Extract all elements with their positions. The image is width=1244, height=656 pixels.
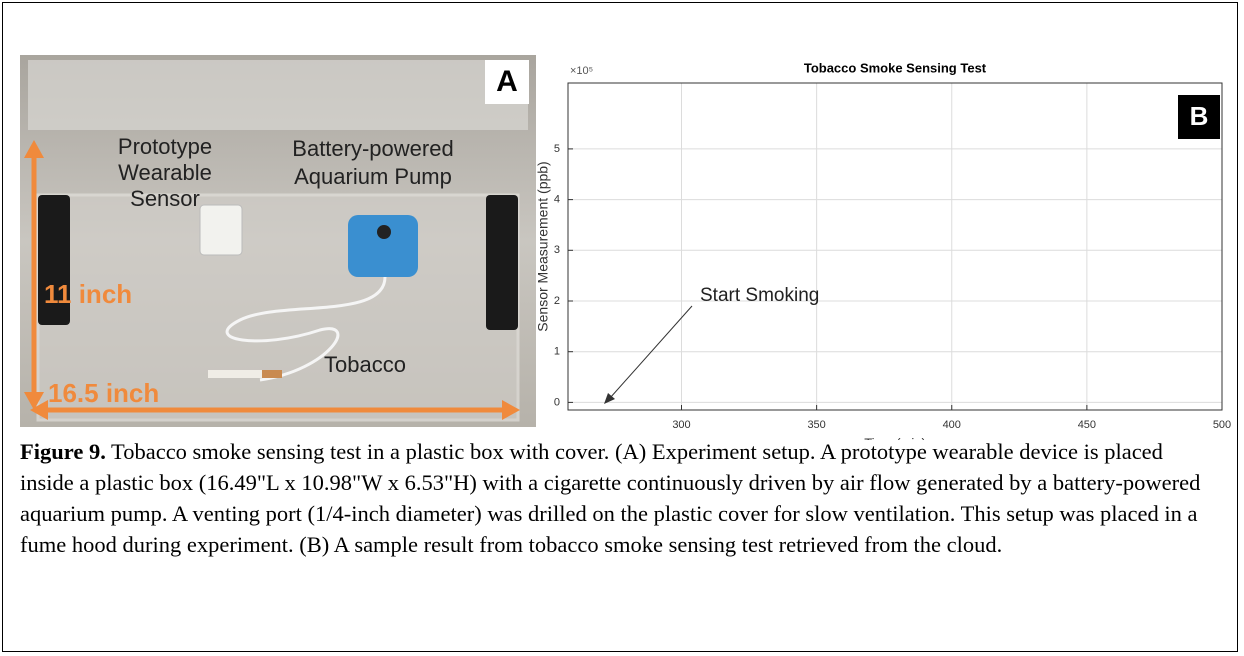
tobacco-label: Tobacco	[324, 352, 406, 377]
y-tick-label: 4	[554, 194, 560, 206]
annotation: Start Smoking	[700, 285, 819, 306]
page: {"panel_a": {"label": "A", "sensor_label…	[0, 0, 1244, 656]
y-tick-label: 3	[554, 244, 560, 256]
y-axis-label: Sensor Measurement (ppb)	[535, 161, 551, 331]
photo	[20, 55, 536, 427]
panel-label: A	[496, 65, 518, 98]
caption-label: Figure 9.	[20, 439, 106, 464]
caption: Figure 9. Tobacco smoke sensing test in …	[20, 436, 1220, 560]
pump-label: Aquarium Pump	[294, 164, 452, 189]
x-tick-label: 300	[672, 419, 690, 431]
y-tick-label: 1	[554, 346, 560, 358]
y-tick-label: 2	[554, 295, 560, 307]
figure-panels: A Prototype Wearable Sensor Battery-powe…	[0, 0, 1244, 440]
y-tick-label: 0	[554, 396, 560, 408]
pump-label: Battery-powered	[292, 136, 453, 161]
sensor-label: Sensor	[130, 186, 200, 211]
y-multiplier: ×10⁵	[570, 65, 593, 77]
x-tick-label: 500	[1213, 419, 1231, 431]
panel-label: B	[1190, 101, 1209, 131]
caption-text: Tobacco smoke sensing test in a plastic …	[20, 439, 1200, 557]
chart-title: Tobacco Smoke Sensing Test	[804, 60, 987, 75]
x-tick-label: 350	[807, 419, 825, 431]
height-label: 11 inch	[44, 279, 132, 309]
sensor-label: Prototype	[118, 134, 212, 159]
y-tick-label: 5	[554, 143, 560, 155]
x-tick-label: 400	[943, 419, 961, 431]
plot-area	[568, 83, 1222, 410]
sensor-label: Wearable	[118, 160, 212, 185]
width-label: 16.5 inch	[48, 378, 159, 408]
x-tick-label: 450	[1078, 419, 1096, 431]
